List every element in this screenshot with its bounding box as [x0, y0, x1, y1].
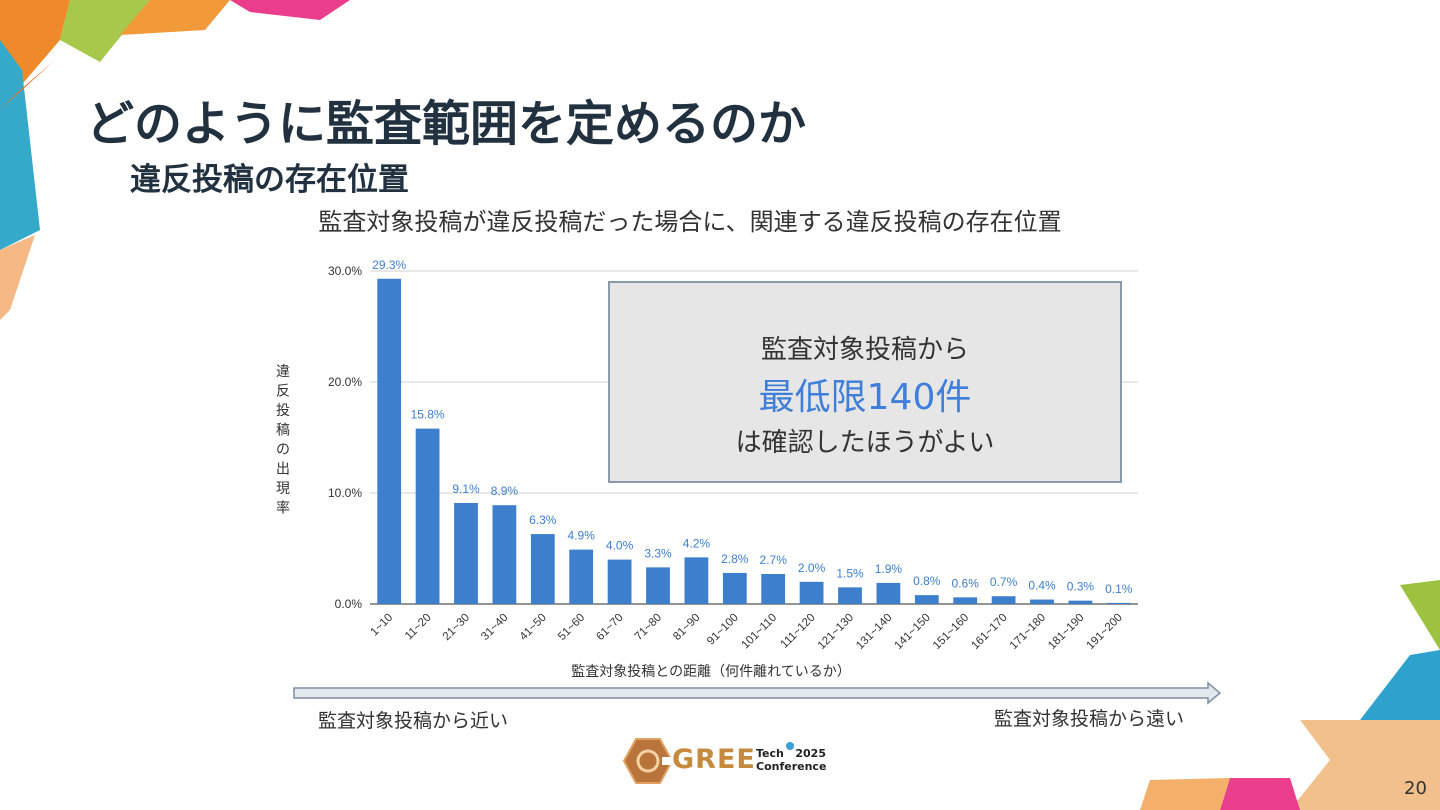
data-label: 0.7%	[990, 575, 1018, 589]
x-tick-label: 131~140	[854, 612, 894, 652]
logo-tech: Tech	[756, 747, 784, 760]
data-label: 4.0%	[606, 539, 634, 553]
x-tick-label: 181~190	[1046, 612, 1086, 652]
x-tick-label: 91~100	[705, 612, 741, 648]
x-tick-label: 101~110	[740, 612, 780, 652]
data-label: 0.4%	[1028, 579, 1056, 593]
data-label: 0.6%	[952, 576, 980, 590]
far-label: 監査対象投稿から遠い	[994, 708, 1185, 730]
data-label: 0.3%	[1067, 580, 1095, 594]
bar	[569, 549, 594, 604]
x-tick-label: 41~50	[518, 612, 549, 643]
page-number: 20	[1404, 778, 1427, 799]
x-tick-label: 61~70	[594, 612, 625, 643]
data-label: 0.1%	[1105, 582, 1133, 596]
data-label: 6.3%	[529, 513, 557, 527]
data-label: 2.0%	[798, 561, 826, 575]
bar	[953, 597, 978, 604]
x-tick-label: 81~90	[671, 612, 702, 643]
bar	[607, 559, 632, 604]
y-axis-label: 違反投稿の出現率	[276, 364, 290, 517]
logo-conference-word: Conference	[756, 760, 827, 773]
x-tick-label: 141~150	[893, 612, 933, 652]
y-tick-label: 30.0%	[328, 264, 362, 278]
bar	[722, 572, 747, 604]
data-label: 2.8%	[721, 552, 749, 566]
x-tick-label: 1~10	[369, 612, 396, 639]
x-tick-label: 191~200	[1085, 612, 1125, 652]
callout-line1: 監査対象投稿から	[760, 335, 969, 365]
x-tick-label: 11~20	[403, 612, 434, 643]
logo-conference: Tech 2025 Conference	[756, 747, 826, 773]
chart-title: 監査対象投稿が違反投稿だった場合に、関連する違反投稿の存在位置	[318, 208, 1062, 236]
data-label: 1.5%	[836, 566, 864, 580]
y-tick-label: 0.0%	[335, 597, 363, 611]
bar	[454, 502, 478, 604]
data-label: 9.1%	[452, 482, 480, 496]
data-label: 3.3%	[644, 546, 672, 560]
bar	[838, 587, 862, 604]
data-label: 4.2%	[683, 536, 711, 550]
bar	[492, 505, 517, 604]
x-tick-label: 51~60	[556, 612, 587, 643]
bar	[876, 582, 901, 604]
x-tick-label: 121~130	[816, 612, 856, 652]
data-label: 1.9%	[875, 562, 903, 576]
logo-hexagon-icon	[622, 738, 794, 784]
bar	[1106, 602, 1131, 604]
bar	[914, 595, 939, 604]
bar	[991, 596, 1016, 604]
slide-title: どのように監査範囲を定めるのか	[86, 96, 807, 152]
logo-brand: GREE	[672, 744, 756, 775]
callout-line3: は確認したほうがよい	[735, 428, 995, 458]
data-label: 29.3%	[372, 258, 406, 272]
bar	[684, 557, 709, 604]
bar	[646, 567, 670, 604]
bar	[530, 534, 555, 604]
callout-box: 監査対象投稿から 最低限140件 は確認したほうがよい	[608, 281, 1122, 483]
x-axis-label: 監査対象投稿との距離（何件離れているか）	[571, 663, 850, 680]
data-label: 0.8%	[913, 574, 941, 588]
bar	[1030, 599, 1054, 604]
data-label: 8.9%	[491, 484, 519, 498]
callout-highlight: 最低限140件	[758, 377, 972, 418]
x-tick-label: 111~120	[779, 612, 818, 651]
x-tick-label: 161~170	[969, 612, 1009, 652]
x-tick-label: 31~40	[479, 612, 510, 643]
data-label: 15.8%	[411, 408, 445, 422]
x-tick-label: 71~80	[633, 612, 664, 643]
data-label: 2.7%	[760, 553, 788, 567]
bar	[415, 428, 440, 604]
bar	[1068, 600, 1093, 604]
slide-subtitle: 違反投稿の存在位置	[130, 162, 409, 198]
bar	[799, 581, 824, 604]
near-label: 監査対象投稿から近い	[318, 710, 509, 732]
bar	[377, 278, 402, 604]
y-tick-label: 10.0%	[328, 486, 362, 500]
y-tick-label: 20.0%	[328, 375, 362, 389]
x-tick-label: 151~160	[931, 612, 971, 652]
x-tick-label: 21~30	[441, 612, 472, 643]
x-tick-label: 171~180	[1008, 612, 1048, 652]
logo-year: 2025	[795, 747, 826, 760]
bar	[761, 574, 786, 604]
data-label: 4.9%	[568, 529, 596, 543]
